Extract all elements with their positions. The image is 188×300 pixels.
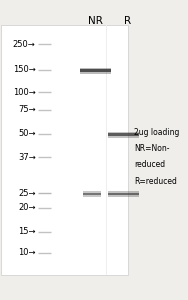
Text: 20→: 20→ [18,203,36,212]
Text: 37→: 37→ [18,153,36,162]
Text: 10→: 10→ [18,248,36,257]
Text: NR=Non-: NR=Non- [134,144,169,153]
Text: 100→: 100→ [13,88,36,97]
Text: 25→: 25→ [18,189,36,198]
Bar [80,71,111,74]
Text: 50→: 50→ [18,129,36,138]
Bar [83,191,101,193]
Text: R=reduced: R=reduced [134,177,177,186]
Bar [83,193,101,195]
Text: 75→: 75→ [18,105,36,114]
Bar [108,191,139,194]
Bar [108,132,139,134]
Bar [108,195,139,197]
Text: 15→: 15→ [18,227,36,236]
Text: R: R [124,16,131,26]
Text: NR: NR [88,16,103,26]
Bar [108,193,139,195]
Bar [108,134,139,136]
Bar [83,195,101,197]
Text: reduced: reduced [134,160,165,169]
Bar [80,70,111,72]
Text: 150→: 150→ [13,65,36,74]
Bar [80,68,111,70]
Bar [108,135,139,138]
Bar [1,25,128,275]
Bar [106,25,107,275]
Text: 2ug loading: 2ug loading [134,128,179,137]
Text: 250→: 250→ [13,40,36,49]
